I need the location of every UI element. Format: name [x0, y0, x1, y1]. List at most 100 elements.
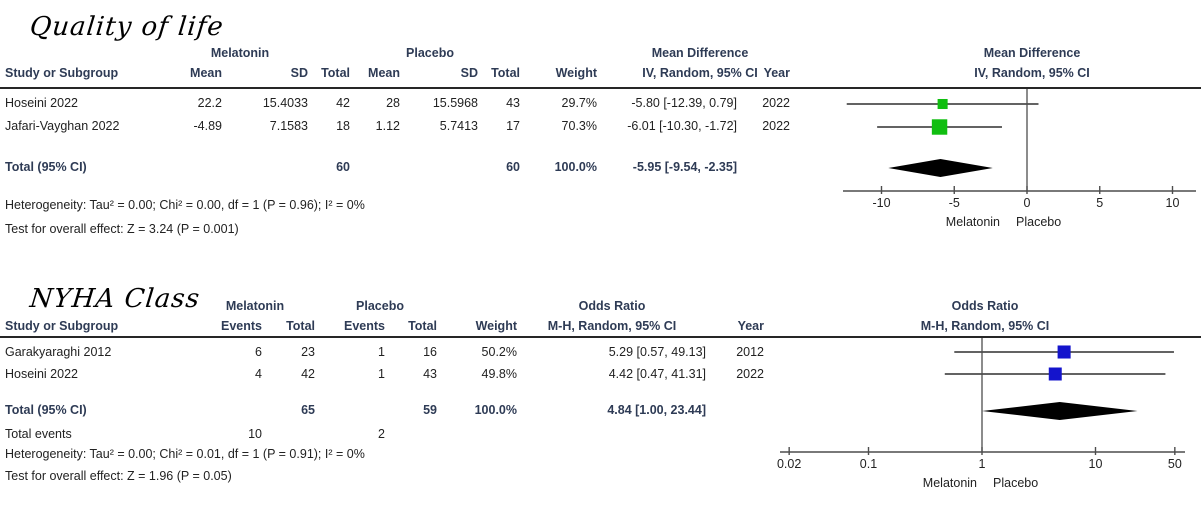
mean-treatment: -4.89 [193, 119, 223, 133]
col-total-control: Total [408, 319, 437, 333]
total-treatment: 42 [336, 96, 350, 110]
col-sd-treatment: SD [290, 66, 308, 80]
col-events-treatment: Events [221, 319, 262, 333]
total-control: 16 [423, 345, 437, 359]
mean-treatment: 22.2 [197, 96, 222, 110]
svg-text:-5: -5 [949, 196, 960, 210]
ci-value: 4.42 [0.47, 41.31] [608, 367, 706, 381]
total-treatment: 42 [301, 367, 315, 381]
total-treatment: 18 [336, 119, 350, 133]
total-n-treatment: 60 [336, 160, 350, 174]
svg-text:Placebo: Placebo [993, 476, 1038, 490]
svg-text:Melatonin: Melatonin [946, 215, 1000, 229]
year-value: 2022 [762, 119, 790, 133]
control-group-header: Placebo [356, 299, 404, 313]
sd-treatment: 15.4033 [262, 96, 308, 110]
total-ci: -5.95 [-9.54, -2.35] [632, 160, 737, 174]
svg-text:-10: -10 [872, 196, 890, 210]
total-treatment: 23 [301, 345, 315, 359]
col-year: Year [763, 66, 790, 80]
treatment-group-header: Melatonin [225, 299, 285, 313]
sd-control: 5.7413 [439, 119, 478, 133]
col-weight: Weight [555, 66, 597, 80]
weight-value: 29.7% [561, 96, 597, 110]
col-sd-control: SD [460, 66, 478, 80]
svg-text:10: 10 [1089, 457, 1103, 471]
ci-value: 5.29 [0.57, 49.13] [608, 345, 706, 359]
svg-text:Melatonin: Melatonin [923, 476, 977, 490]
treatment-group-header: Melatonin [210, 46, 270, 60]
effect-measure-header: Mean Difference [651, 46, 749, 60]
col-method: IV, Random, 95% CI [642, 66, 758, 80]
events-treatment: 6 [255, 345, 262, 359]
study-label: Hoseini 2022 [5, 96, 78, 110]
total-n-treatment: 65 [301, 403, 315, 417]
events-treatment: 4 [255, 367, 262, 381]
svg-text:0.1: 0.1 [860, 457, 877, 471]
total-control: 17 [506, 119, 520, 133]
svg-text:1: 1 [979, 457, 986, 471]
ci-value: -5.80 [-12.39, 0.79] [631, 96, 737, 110]
mean-control: 28 [386, 96, 400, 110]
plot-title: Odds Ratio [951, 299, 1019, 313]
col-weight: Weight [475, 319, 517, 333]
total-n-control: 60 [506, 160, 520, 174]
total-events-control: 2 [378, 427, 385, 441]
col-study: Study or Subgroup [5, 66, 119, 80]
col-method: M-H, Random, 95% CI [547, 319, 677, 333]
sd-treatment: 7.1583 [269, 119, 308, 133]
control-group-header: Placebo [406, 46, 454, 60]
plot-subtitle: IV, Random, 95% CI [974, 66, 1090, 80]
study-label: Jafari-Vayghan 2022 [5, 119, 120, 133]
svg-text:0: 0 [1024, 196, 1031, 210]
weight-value: 70.3% [561, 119, 597, 133]
total-label: Total (95% CI) [5, 160, 87, 174]
total-control: 43 [423, 367, 437, 381]
svg-text:10: 10 [1166, 196, 1180, 210]
total-events-treatment: 10 [248, 427, 262, 441]
mean-control: 1.12 [375, 119, 400, 133]
weight-value: 49.8% [481, 367, 517, 381]
svg-text:5: 5 [1096, 196, 1103, 210]
heterogeneity-text: Heterogeneity: Tau² = 0.00; Chi² = 0.00,… [5, 198, 365, 212]
study-label: Garakyaraghi 2012 [5, 345, 112, 359]
plot-subtitle: M-H, Random, 95% CI [920, 319, 1050, 333]
col-mean-control: Mean [368, 66, 400, 80]
col-total-treatment: Total [321, 66, 350, 80]
year-value: 2022 [762, 96, 790, 110]
year-value: 2022 [736, 367, 764, 381]
col-year: Year [737, 319, 764, 333]
study-label: Hoseini 2022 [5, 367, 78, 381]
total-weight: 100.0% [474, 403, 517, 417]
total-weight: 100.0% [554, 160, 597, 174]
total-events-label: Total events [5, 427, 72, 441]
svg-text:50: 50 [1168, 457, 1182, 471]
col-total-control: Total [491, 66, 520, 80]
events-control: 1 [378, 367, 385, 381]
overall-effect-text: Test for overall effect: Z = 1.96 (P = 0… [5, 469, 232, 483]
header-rule [0, 336, 1201, 338]
plot-title: Mean Difference [983, 46, 1081, 60]
col-study: Study or Subgroup [5, 319, 119, 333]
svg-text:0.02: 0.02 [777, 457, 801, 471]
heterogeneity-text: Heterogeneity: Tau² = 0.00; Chi² = 0.01,… [5, 447, 365, 461]
overall-effect-text: Test for overall effect: Z = 3.24 (P = 0… [5, 222, 239, 236]
panel-title: NYHA Class [28, 284, 202, 314]
events-control: 1 [378, 345, 385, 359]
effect-measure-header: Odds Ratio [578, 299, 646, 313]
header-rule [0, 87, 1201, 89]
ci-value: -6.01 [-10.30, -1.72] [627, 119, 737, 133]
col-mean-treatment: Mean [190, 66, 222, 80]
weight-value: 50.2% [481, 345, 517, 359]
sd-control: 15.5968 [432, 96, 478, 110]
total-ci: 4.84 [1.00, 23.44] [607, 403, 706, 417]
svg-text:Placebo: Placebo [1016, 215, 1061, 229]
total-control: 43 [506, 96, 520, 110]
panel-title: Quality of life [28, 12, 226, 42]
col-events-control: Events [344, 319, 385, 333]
year-value: 2012 [736, 345, 764, 359]
col-total-treatment: Total [286, 319, 315, 333]
total-n-control: 59 [423, 403, 437, 417]
total-label: Total (95% CI) [5, 403, 87, 417]
